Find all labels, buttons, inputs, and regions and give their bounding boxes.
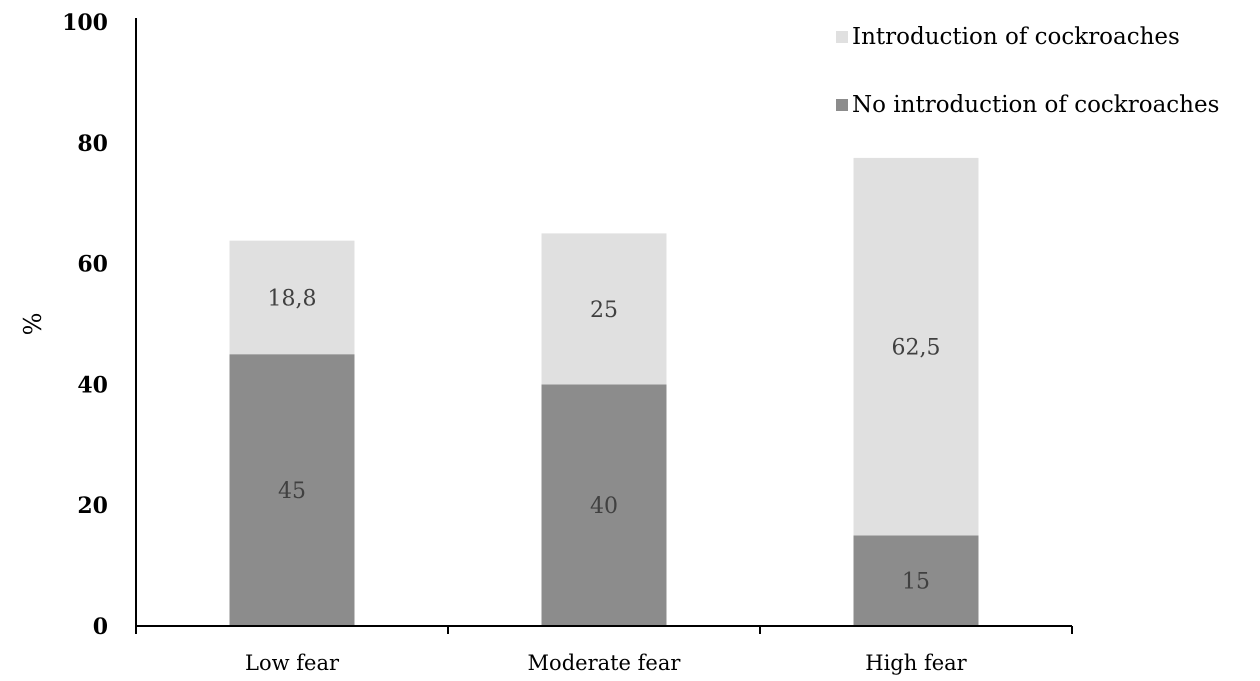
data-label-low-fear-introduction-of-cockroaches: 18,8 xyxy=(268,286,317,311)
x-category-label-moderate-fear: Moderate fear xyxy=(528,651,682,675)
y-tick-label-40: 40 xyxy=(77,372,108,398)
legend-swatch-introduction-of-cockroaches xyxy=(836,31,848,43)
bar-low-fear-introduction-of-cockroaches xyxy=(229,240,355,355)
y-tick-label-0: 0 xyxy=(93,614,108,640)
bar-moderate-fear-no-introduction-of-cockroaches xyxy=(541,384,667,626)
y-tick-label-60: 60 xyxy=(77,252,108,278)
bar-moderate-fear-introduction-of-cockroaches xyxy=(541,233,667,385)
legend-label-introduction-of-cockroaches: Introduction of cockroaches xyxy=(852,24,1180,50)
y-axis-title: % xyxy=(19,313,47,336)
bar-low-fear-no-introduction-of-cockroaches xyxy=(229,354,355,626)
x-category-label-high-fear: High fear xyxy=(865,651,967,675)
y-tick-label-80: 80 xyxy=(77,131,108,157)
data-label-high-fear-introduction-of-cockroaches: 62,5 xyxy=(892,336,941,361)
legend: Introduction of cockroaches No introducti… xyxy=(836,24,1219,118)
legend-swatch-no-introduction-of-cockroaches xyxy=(836,99,848,111)
y-tick-label-20: 20 xyxy=(77,493,108,519)
legend-label-no-introduction-of-cockroaches: No introduction of cockroaches xyxy=(852,92,1219,118)
axes-layer xyxy=(135,18,1073,634)
bar-high-fear-introduction-of-cockroaches xyxy=(853,157,979,536)
y-tick-label-100: 100 xyxy=(62,10,108,36)
x-axis-category-labels: Low fear Moderate fear High fear xyxy=(245,651,968,675)
data-label-low-fear-no-introduction-of-cockroaches: 45 xyxy=(278,479,306,504)
y-axis-ticks: 0 20 40 60 80 100 xyxy=(62,10,108,640)
bars-layer xyxy=(229,157,979,626)
data-label-moderate-fear-introduction-of-cockroaches: 25 xyxy=(590,298,618,323)
bar-high-fear-no-introduction-of-cockroaches xyxy=(853,535,979,626)
x-category-label-low-fear: Low fear xyxy=(245,651,340,675)
data-label-moderate-fear-no-introduction-of-cockroaches: 40 xyxy=(590,494,618,519)
data-label-high-fear-no-introduction-of-cockroaches: 15 xyxy=(902,570,930,595)
data-labels-layer: 45 18,8 40 25 15 62,5 xyxy=(268,286,941,594)
